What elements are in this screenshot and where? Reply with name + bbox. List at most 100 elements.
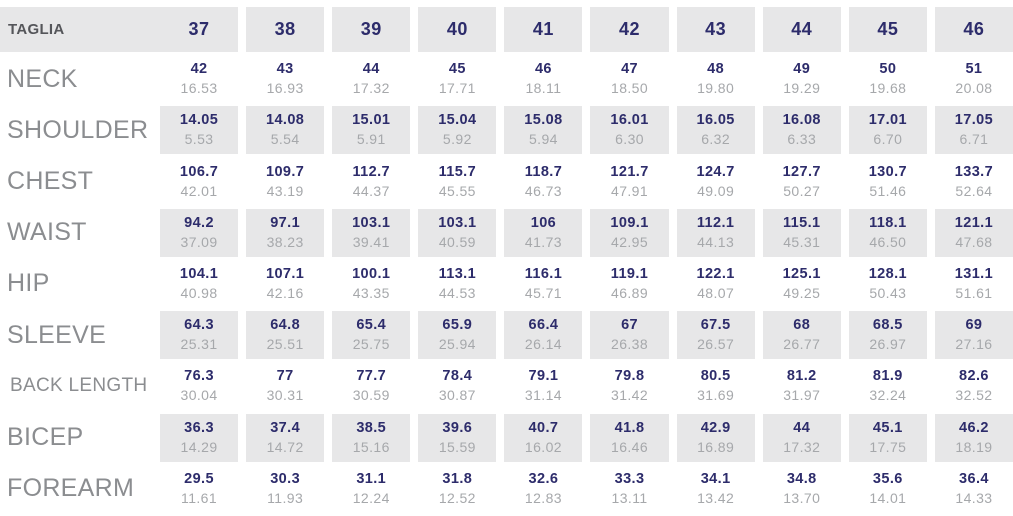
inch-value: 16.93 xyxy=(266,80,304,97)
inch-value: 42.01 xyxy=(180,182,218,199)
inch-value: 26.14 xyxy=(524,336,562,353)
cm-value: 106.7 xyxy=(179,163,219,180)
measurement-cell: 30.3 11.93 xyxy=(246,464,325,513)
measurement-cell: 34.1 13.42 xyxy=(676,464,755,513)
measurement-cell: 67.5 26.57 xyxy=(676,311,755,360)
header-cell-size-0: 37 xyxy=(160,7,239,52)
inch-value: 30.59 xyxy=(352,387,390,404)
measurement-cell: 39.6 15.59 xyxy=(418,413,497,462)
measurement-cell: 127.7 50.27 xyxy=(762,157,841,206)
measurement-cell: 79.8 31.42 xyxy=(590,362,669,411)
measurement-cell: 81.2 31.97 xyxy=(762,362,841,411)
inch-value: 51.61 xyxy=(955,284,993,301)
inch-value: 13.42 xyxy=(697,489,735,506)
inch-value: 37.09 xyxy=(180,233,218,250)
cm-value: 119.1 xyxy=(610,265,649,282)
measurement-cell: 15.01 5.91 xyxy=(332,106,411,155)
row-label-forearm: FOREARM xyxy=(0,464,152,513)
header-cell-size-4: 41 xyxy=(504,7,583,52)
cm-value: 122.1 xyxy=(696,265,735,282)
cm-value: 68.5 xyxy=(872,317,903,334)
cm-value: 104.1 xyxy=(179,265,219,282)
cm-value: 47 xyxy=(621,61,638,78)
inch-value: 6.32 xyxy=(701,131,731,148)
measurement-cell: 100.1 43.35 xyxy=(332,259,411,309)
measurement-cell: 67 26.38 xyxy=(590,311,669,360)
measurement-cell: 17.05 6.71 xyxy=(934,106,1013,155)
measurement-cell: 124.7 49.09 xyxy=(676,157,755,206)
measurement-cell: 106.7 42.01 xyxy=(160,157,239,206)
inch-value: 25.51 xyxy=(266,336,304,353)
inch-value: 17.75 xyxy=(869,438,907,455)
inch-value: 18.11 xyxy=(525,80,562,97)
cm-value: 16.01 xyxy=(610,112,649,129)
inch-value: 14.72 xyxy=(266,438,304,455)
measurement-cell: 17.01 6.70 xyxy=(848,106,927,155)
inch-value: 16.53 xyxy=(180,80,218,97)
cm-value: 33.3 xyxy=(614,470,645,487)
inch-value: 31.14 xyxy=(524,387,562,404)
header-cell-size-1: 38 xyxy=(246,7,325,52)
cm-value: 46.2 xyxy=(959,419,989,436)
cm-value: 36.3 xyxy=(184,419,214,436)
measurement-cell: 128.1 50.43 xyxy=(848,259,927,309)
inch-value: 30.04 xyxy=(180,387,218,404)
cm-value: 106 xyxy=(530,214,557,231)
measurement-cell: 44 17.32 xyxy=(762,413,841,462)
row-label-sleeve: SLEEVE xyxy=(0,311,152,360)
measurement-cell: 34.8 13.70 xyxy=(762,464,841,513)
inch-value: 17.32 xyxy=(783,438,821,455)
cm-value: 44 xyxy=(793,419,811,436)
header-cell-size-8: 45 xyxy=(848,7,927,52)
cm-value: 15.04 xyxy=(438,112,477,129)
measurement-cell: 79.1 31.14 xyxy=(504,362,583,411)
inch-value: 6.30 xyxy=(615,131,644,148)
measurement-cell: 68 26.77 xyxy=(762,311,841,360)
header-cell-size-9: 46 xyxy=(934,7,1013,52)
cm-value: 42 xyxy=(190,61,208,78)
inch-value: 6.33 xyxy=(787,131,817,148)
cm-value: 64.8 xyxy=(270,317,301,334)
cm-value: 45.1 xyxy=(872,419,903,436)
inch-value: 49.09 xyxy=(697,182,735,199)
inch-value: 12.52 xyxy=(438,489,476,506)
measurement-cell: 42.9 16.89 xyxy=(676,413,755,462)
cm-value: 79.8 xyxy=(614,368,645,385)
cm-value: 121.1 xyxy=(954,214,994,231)
cm-value: 109.1 xyxy=(610,214,649,231)
inch-value: 12.24 xyxy=(352,489,390,506)
cm-value: 44 xyxy=(362,61,380,78)
cm-value: 100.1 xyxy=(352,265,391,282)
inch-value: 26.57 xyxy=(697,336,735,353)
measurement-cell: 103.1 39.41 xyxy=(332,208,411,257)
cm-value: 37.4 xyxy=(270,419,301,436)
inch-value: 15.59 xyxy=(438,438,476,455)
cm-value: 15.08 xyxy=(524,112,563,129)
cm-value: 64.3 xyxy=(184,317,214,334)
size-chart-table: TAGLIA 37 38 39 40 41 42 43 44 45 46 NECK 42 16.53 43 1… xyxy=(0,7,1013,513)
measurement-cell: 66.4 26.14 xyxy=(504,311,583,360)
inch-value: 48.07 xyxy=(697,284,735,301)
measurement-cell: 31.8 12.52 xyxy=(418,464,497,513)
measurement-cell: 36.4 14.33 xyxy=(934,464,1013,513)
measurement-cell: 131.1 51.61 xyxy=(934,259,1013,309)
inch-value: 26.38 xyxy=(611,336,649,353)
inch-value: 5.54 xyxy=(270,131,300,148)
cm-value: 113.1 xyxy=(438,265,477,282)
measurement-cell: 35.6 14.01 xyxy=(848,464,927,513)
inch-value: 19.68 xyxy=(869,80,907,97)
measurement-cell: 64.3 25.31 xyxy=(160,311,239,360)
cm-value: 68 xyxy=(793,317,811,334)
inch-value: 11.61 xyxy=(181,489,218,506)
cm-value: 116.1 xyxy=(524,265,563,282)
inch-value: 47.91 xyxy=(611,182,649,199)
cm-value: 67 xyxy=(621,317,638,334)
measurement-cell: 103.1 40.59 xyxy=(418,208,497,257)
inch-value: 31.42 xyxy=(611,387,649,404)
inch-value: 5.92 xyxy=(442,131,472,148)
cm-value: 128.1 xyxy=(868,265,907,282)
cm-value: 34.1 xyxy=(700,470,731,487)
measurement-cell: 106 41.73 xyxy=(504,208,583,257)
cm-value: 131.1 xyxy=(954,265,994,282)
cm-value: 77 xyxy=(276,368,294,385)
